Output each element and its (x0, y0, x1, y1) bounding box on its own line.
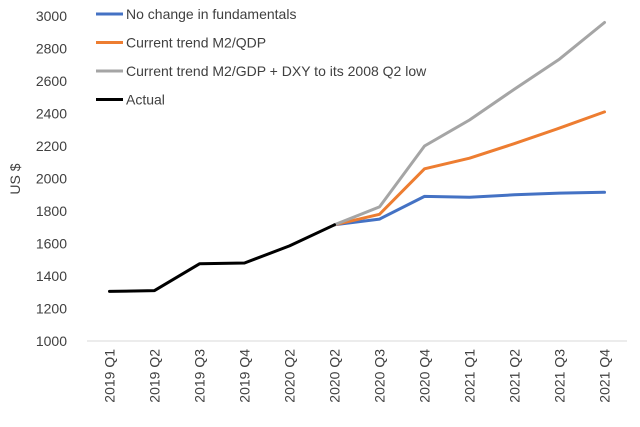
y-axis-title: US $ (7, 163, 23, 194)
x-tick-label: 2021 Q2 (507, 349, 523, 403)
legend-label: Current trend M2/QDP (126, 35, 266, 51)
x-tick-label: 2020 Q2 (327, 349, 343, 403)
x-tick-label: 2021 Q4 (597, 349, 613, 403)
y-tick-label: 2600 (36, 73, 67, 89)
y-axis-title-group: US $ (7, 163, 23, 194)
legend: No change in fundamentals Current trend M… (96, 6, 427, 108)
y-tick-label: 1800 (36, 203, 67, 219)
y-tick-label: 1200 (36, 301, 67, 317)
y-tick-label: 1400 (36, 268, 67, 284)
x-tick-label: 2020 Q2 (282, 349, 298, 403)
x-tick-label: 2021 Q1 (462, 349, 478, 403)
x-tick-label: 2021 Q3 (552, 349, 568, 403)
x-tick-label: 2019 Q4 (237, 349, 253, 403)
y-tick-label: 3000 (36, 8, 67, 24)
series-line-3 (333, 21, 606, 227)
x-tick-label: 2020 Q3 (372, 349, 388, 403)
y-tick-label: 2000 (36, 171, 67, 187)
x-tick-label: 2019 Q3 (192, 349, 208, 403)
series-line-2 (333, 110, 606, 227)
y-tick-label: 2800 (36, 41, 67, 57)
x-tick-label: 2019 Q1 (102, 349, 118, 403)
series-line-1 (333, 190, 606, 227)
legend-label: Actual (126, 92, 165, 108)
y-tick-label: 2200 (36, 138, 67, 154)
y-tick-label: 2400 (36, 106, 67, 122)
x-tick-label: 2020 Q4 (417, 349, 433, 403)
series-lines (108, 21, 606, 293)
y-axis-ticks: 1000 1200 1400 1600 1800 2000 2200 2400 2600 2800… (36, 8, 67, 349)
y-tick-label: 1000 (36, 333, 67, 349)
legend-label: Current trend M2/GDP + DXY to its 2008 Q… (126, 63, 427, 79)
x-tick-label: 2019 Q2 (147, 349, 163, 403)
series-line-4 (108, 223, 336, 293)
x-axis-ticks: 2019 Q1 2019 Q2 2019 Q3 2019 Q4 2020 Q2 2020 … (102, 349, 613, 403)
legend-label: No change in fundamentals (126, 6, 296, 22)
y-tick-label: 1600 (36, 236, 67, 252)
